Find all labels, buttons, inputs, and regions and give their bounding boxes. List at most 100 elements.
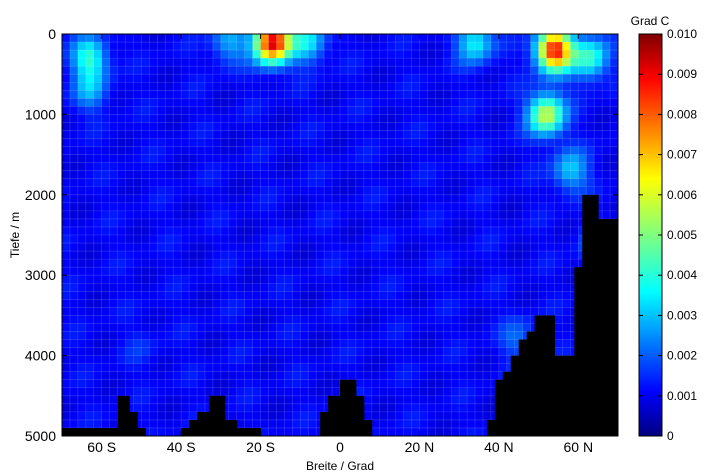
heatmap-cell	[284, 243, 293, 252]
heatmap-cell	[284, 403, 293, 413]
heatmap-cell	[260, 299, 270, 308]
heatmap-cell	[101, 355, 111, 365]
heatmap-cell	[173, 267, 182, 276]
heatmap-cell	[101, 154, 111, 164]
heatmap-cell	[300, 202, 309, 212]
heatmap-cell	[498, 226, 508, 236]
heatmap-cell	[355, 42, 365, 51]
heatmap-cell	[395, 34, 405, 43]
heatmap-cell	[355, 363, 365, 373]
heatmap-cell	[284, 98, 293, 107]
heatmap-cell	[165, 307, 174, 316]
heatmap-cell	[276, 299, 285, 308]
heatmap-cell	[141, 154, 150, 164]
heatmap-cell	[387, 74, 397, 83]
heatmap-cell	[498, 251, 508, 260]
heatmap-cell	[284, 66, 293, 75]
heatmap-cell	[355, 379, 365, 389]
heatmap-cell	[220, 339, 230, 349]
heatmap-cell	[276, 339, 285, 349]
heatmap-cell	[260, 178, 270, 188]
heatmap-cell	[490, 82, 500, 91]
heatmap-cell	[435, 299, 444, 308]
heatmap-cell	[252, 243, 262, 252]
heatmap-cell	[324, 379, 333, 389]
heatmap-cell	[173, 74, 182, 83]
heatmap-cell	[395, 283, 405, 292]
heatmap-cell	[244, 162, 254, 172]
heatmap-cell	[419, 419, 428, 429]
heatmap-cell	[340, 58, 349, 67]
heatmap-cell	[292, 387, 301, 397]
heatmap-cell	[276, 411, 285, 421]
heatmap-cell	[165, 162, 174, 172]
heatmap-cell	[451, 251, 460, 260]
heatmap-cell	[133, 114, 143, 124]
heatmap-cell	[93, 291, 103, 300]
colorbar-tick-label: 0.003	[667, 308, 697, 322]
heatmap-cell	[332, 202, 341, 212]
heatmap-cell	[300, 403, 309, 413]
heatmap-cell	[371, 82, 381, 91]
heatmap-cell	[268, 90, 278, 99]
heatmap-cell	[506, 259, 516, 268]
heatmap-cell	[101, 58, 111, 67]
heatmap-cell	[300, 138, 309, 148]
heatmap-cell	[117, 130, 127, 140]
heatmap-cell	[284, 42, 293, 51]
heatmap-cell	[419, 178, 428, 188]
heatmap-cell	[252, 235, 262, 244]
heatmap-cell	[403, 323, 413, 333]
heatmap-cell	[157, 170, 166, 180]
heatmap-cell	[419, 162, 428, 172]
heatmap-cell	[165, 42, 174, 51]
heatmap-cell	[554, 194, 563, 204]
heatmap-cell	[459, 387, 468, 397]
heatmap-cell	[482, 50, 492, 59]
heatmap-cell	[602, 74, 611, 83]
heatmap-cell	[435, 243, 444, 252]
heatmap-cell	[610, 130, 618, 140]
heatmap-cell	[220, 267, 230, 276]
heatmap-cell	[340, 243, 349, 252]
heatmap-cell	[300, 411, 309, 421]
seafloor-block	[189, 419, 198, 436]
heatmap-cell	[85, 291, 95, 300]
heatmap-cell	[498, 194, 508, 204]
heatmap-cell	[292, 371, 301, 381]
heatmap-cell	[316, 74, 325, 83]
heatmap-cell	[276, 146, 285, 156]
heatmap-cell	[300, 186, 309, 196]
heatmap-cell	[443, 331, 452, 341]
heatmap-cell	[498, 307, 508, 316]
heatmap-cell	[379, 235, 389, 244]
heatmap-cell	[173, 363, 182, 373]
heatmap-cell	[459, 259, 468, 268]
heatmap-cell	[475, 355, 484, 365]
heatmap-cell	[435, 146, 444, 156]
heatmap-cell	[403, 339, 413, 349]
heatmap-cell	[260, 58, 270, 67]
heatmap-cell	[133, 355, 143, 365]
heatmap-cell	[403, 299, 413, 308]
heatmap-cell	[204, 251, 214, 260]
heatmap-cell	[252, 251, 262, 260]
heatmap-cell	[506, 98, 516, 107]
heatmap-cell	[427, 34, 436, 43]
heatmap-cell	[427, 226, 436, 236]
heatmap-cell	[173, 331, 182, 341]
heatmap-cell	[538, 90, 548, 99]
heatmap-cell	[482, 210, 492, 220]
heatmap-cell	[379, 307, 389, 316]
heatmap-cell	[228, 106, 238, 115]
heatmap-cell	[300, 331, 309, 341]
heatmap-cell	[403, 122, 413, 132]
heatmap-cell	[459, 283, 468, 292]
heatmap-cell	[562, 114, 571, 124]
heatmap-cell	[610, 90, 618, 99]
heatmap-cell	[387, 275, 397, 284]
heatmap-cell	[387, 323, 397, 333]
heatmap-cell	[371, 50, 381, 59]
heatmap-cell	[197, 275, 206, 284]
heatmap-cell	[189, 162, 198, 172]
